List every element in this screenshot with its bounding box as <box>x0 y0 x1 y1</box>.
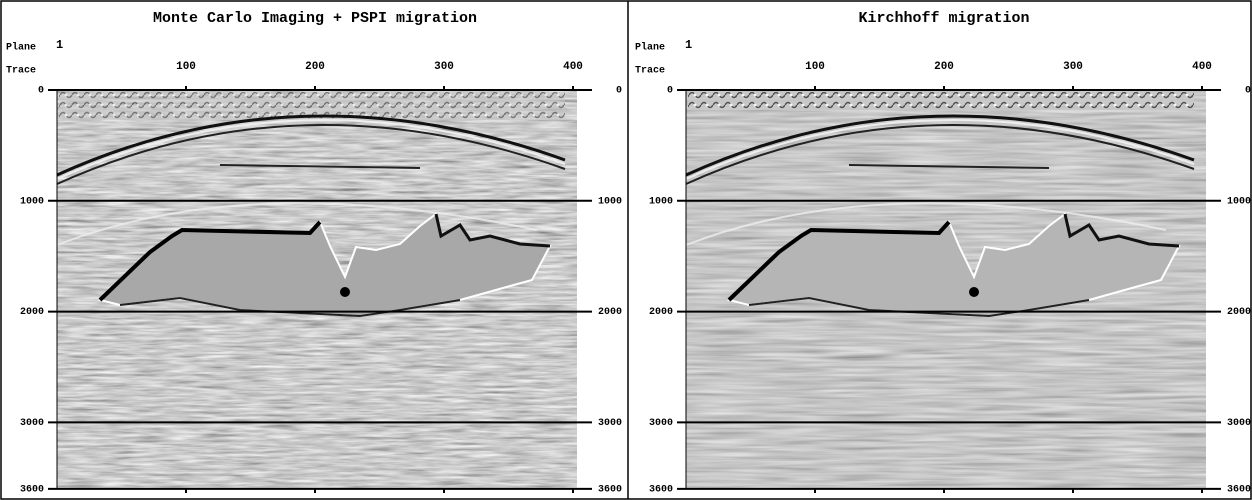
x-tick-label: 400 <box>1192 61 1212 73</box>
reflector <box>685 123 1195 185</box>
salt-base <box>748 296 1090 318</box>
x-tick-label: 300 <box>434 61 454 73</box>
y-tick-label: 1000 <box>20 196 44 207</box>
y-tick-label: 3000 <box>20 418 44 429</box>
y-tick-label: 3000 <box>649 418 673 429</box>
y-tick-label: 2000 <box>649 307 673 318</box>
reflector <box>56 118 566 180</box>
y-tick-label: 0 <box>1245 86 1251 97</box>
x-tick-label: 200 <box>934 61 954 73</box>
plane-value: 1 <box>685 38 692 52</box>
x-tick-label: 400 <box>563 61 583 73</box>
panel: Kirchhoff migration Plane 1 Trace 100 200 300 4… <box>635 10 1251 496</box>
y-tick-label: 2000 <box>20 307 44 318</box>
reflector <box>685 114 1195 177</box>
panel-title: Monte Carlo Imaging + PSPI migration <box>153 10 477 27</box>
x-tick-label: 100 <box>805 61 825 73</box>
reflector <box>685 202 1167 246</box>
y-tick-label: 3600 <box>1227 485 1251 496</box>
reflector <box>56 123 566 185</box>
x-tick-label: 100 <box>176 61 196 73</box>
reflector <box>56 114 566 177</box>
y-tick-label: 3000 <box>1227 418 1251 429</box>
salt-top <box>98 220 322 302</box>
y-tick-label: 0 <box>667 86 673 97</box>
plane-value: 1 <box>56 38 63 52</box>
x-tick-label: 200 <box>305 61 325 73</box>
y-tick-label: 1000 <box>1227 196 1251 207</box>
y-tick-label: 2000 <box>1227 307 1251 318</box>
salt-top <box>1063 213 1180 248</box>
plane-label: Plane <box>6 42 36 54</box>
anomaly <box>340 287 350 297</box>
trace-label: Trace <box>6 66 36 77</box>
y-tick-label: 0 <box>38 86 44 97</box>
y-tick-label: 1000 <box>649 196 673 207</box>
reflector <box>685 118 1195 180</box>
salt-top <box>434 213 551 248</box>
y-tick-label: 1000 <box>598 196 622 207</box>
reflector <box>219 164 421 169</box>
salt-top <box>727 220 951 302</box>
x-tick-label: 300 <box>1063 61 1083 73</box>
y-tick-label: 3600 <box>598 485 622 496</box>
salt-base <box>119 296 461 318</box>
y-tick-label: 3600 <box>649 485 673 496</box>
panel-title: Kirchhoff migration <box>858 10 1029 27</box>
reflector <box>848 164 1050 169</box>
panel: Monte Carlo Imaging + PSPI migration Plan… <box>6 10 622 496</box>
shallow-noise <box>688 92 1194 110</box>
plane-label: Plane <box>635 42 665 54</box>
y-tick-label: 3000 <box>598 418 622 429</box>
y-tick-label: 2000 <box>598 307 622 318</box>
y-tick-label: 0 <box>616 86 622 97</box>
y-tick-label: 3600 <box>20 485 44 496</box>
reflector <box>56 202 538 246</box>
trace-label: Trace <box>635 66 665 77</box>
anomaly <box>969 287 979 297</box>
